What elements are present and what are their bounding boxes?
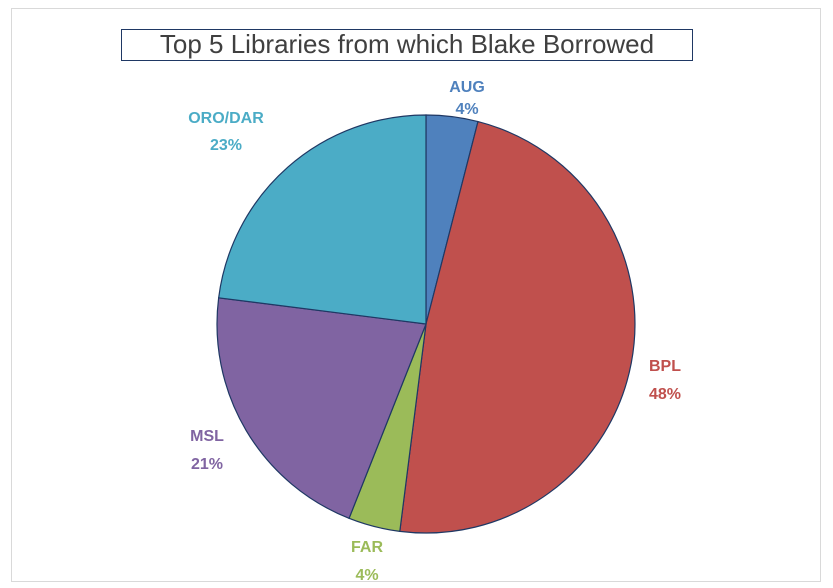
- pie-slices: [216, 114, 636, 534]
- pie-slice-msl: [216, 297, 427, 520]
- data-label-far: FAR 4%: [351, 539, 383, 584]
- slice-category-label: BPL: [649, 358, 681, 375]
- slice-category-label: FAR: [351, 539, 383, 556]
- data-label-aug: AUG 4%: [449, 79, 485, 118]
- pie-slice-bpl: [399, 120, 636, 534]
- slice-category-label: AUG: [449, 79, 485, 96]
- slice-percent-label: 21%: [191, 456, 223, 473]
- slice-category-label: ORO/DAR: [188, 110, 264, 127]
- slice-percent-label: 4%: [455, 101, 478, 118]
- chart-title: Top 5 Libraries from which Blake Borrowe…: [121, 29, 693, 61]
- data-label-msl: MSL 21%: [190, 428, 224, 473]
- pie-slice-oro-dar: [217, 114, 427, 325]
- data-label-bpl: BPL 48%: [649, 358, 681, 403]
- data-labels: AUG 4% BPL 48% FAR 4% MSL 21% ORO/DAR 23%: [188, 79, 681, 584]
- slice-percent-label: 48%: [649, 386, 681, 403]
- slice-percent-label: 23%: [210, 137, 242, 154]
- slice-percent-label: 4%: [355, 567, 378, 584]
- slice-category-label: MSL: [190, 428, 224, 445]
- data-label-oro-dar: ORO/DAR 23%: [188, 110, 264, 154]
